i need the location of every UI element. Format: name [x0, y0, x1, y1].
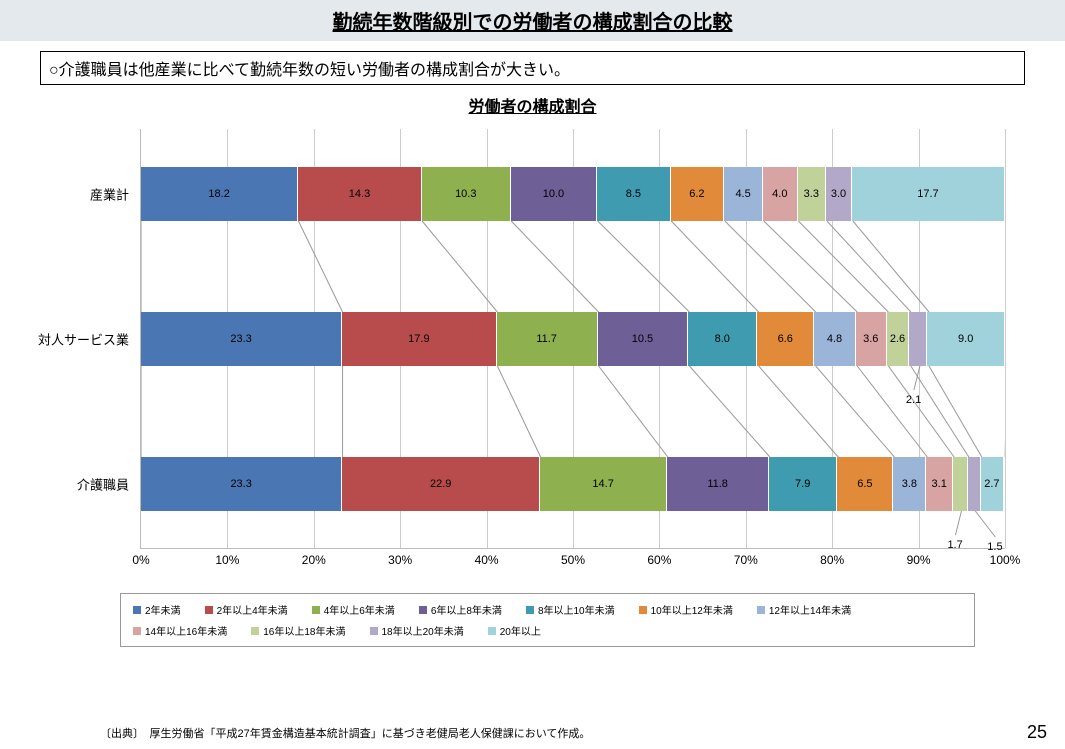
legend-swatch	[526, 606, 534, 614]
legend-label: 6年以上8年未満	[431, 602, 502, 617]
legend-label: 20年以上	[500, 623, 541, 638]
legend-label: 2年未満	[145, 602, 181, 617]
bar-segment: 2.7	[981, 457, 1004, 511]
bar-segment: 23.3	[141, 312, 342, 366]
x-tick-label: 60%	[647, 553, 671, 567]
bar-segment: 14.3	[298, 167, 422, 221]
bar-row: 23.322.914.711.87.96.53.83.1 2.7	[141, 457, 1005, 511]
bar-segment: 6.5	[837, 457, 893, 511]
bar-segment: 10.5	[598, 312, 689, 366]
legend-item: 14年以上16年未満	[133, 623, 227, 638]
bar-segment: 7.9	[769, 457, 837, 511]
category-label: 対人サービス業	[38, 330, 141, 349]
legend-swatch	[370, 627, 378, 635]
bar-segment: 8.0	[688, 312, 757, 366]
bar-segment: 22.9	[342, 457, 540, 511]
bar-segment	[909, 312, 927, 366]
bar-segment: 6.6	[757, 312, 814, 366]
legend-swatch	[133, 627, 141, 635]
x-tick-label: 40%	[475, 553, 499, 567]
bar-segment: 17.9	[342, 312, 497, 366]
legend-item: 2年以上4年未満	[205, 602, 288, 617]
category-label: 産業計	[90, 185, 141, 204]
bar-segment: 10.0	[511, 167, 597, 221]
bar-segment: 18.2	[141, 167, 298, 221]
legend-label: 14年以上16年未満	[145, 623, 227, 638]
callout-label: 2.1	[906, 394, 921, 406]
bar-segment: 4.5	[724, 167, 763, 221]
legend-label: 16年以上18年未満	[263, 623, 345, 638]
callout-label: 1.5	[987, 541, 1002, 553]
bar-segment: 3.0	[826, 167, 852, 221]
category-label: 介護職員	[77, 475, 141, 494]
bar-segment: 3.6	[856, 312, 887, 366]
legend-item: 2年未満	[133, 602, 181, 617]
legend-item: 12年以上14年未満	[757, 602, 851, 617]
bar-segment	[968, 457, 981, 511]
legend-swatch	[639, 606, 647, 614]
legend-label: 8年以上10年未満	[538, 602, 615, 617]
bar-row: 18.214.310.310.08.56.24.54.03.33.017.7	[141, 167, 1005, 221]
chart-title: 労働者の構成割合	[0, 93, 1065, 117]
bar-segment: 8.5	[597, 167, 670, 221]
x-tick-label: 70%	[734, 553, 758, 567]
page-number: 25	[1027, 722, 1047, 743]
legend-swatch	[488, 627, 496, 635]
bar-segment: 10.3	[422, 167, 511, 221]
bar-segment: 17.7	[852, 167, 1005, 221]
x-tick-label: 10%	[215, 553, 239, 567]
legend: 2年未満 2年以上4年未満 4年以上6年未満 6年以上8年未満 8年以上10年未満 10年…	[120, 593, 975, 647]
subtitle: ○介護職員は他産業に比べて勤続年数の短い労働者の構成割合が大きい。	[40, 51, 1025, 85]
x-tick-label: 50%	[561, 553, 585, 567]
bar-segment: 3.8	[893, 457, 926, 511]
bar-segment: 4.0	[763, 167, 798, 221]
bar-segment: 3.3	[798, 167, 827, 221]
x-tick-label: 20%	[302, 553, 326, 567]
legend-item: 18年以上20年未満	[370, 623, 464, 638]
x-tick-label: 80%	[820, 553, 844, 567]
legend-swatch	[133, 606, 141, 614]
bar-segment: 2.6	[887, 312, 909, 366]
legend-item: 8年以上10年未満	[526, 602, 615, 617]
legend-item: 4年以上6年未満	[312, 602, 395, 617]
legend-item: 16年以上18年未満	[251, 623, 345, 638]
bar-segment: 4.8	[814, 312, 855, 366]
bar-segment: 6.2	[671, 167, 725, 221]
bar-segment: 9.0	[927, 312, 1005, 366]
chart: 0%10%20%30%40%50%60%70%80%90%100%産業計18.2…	[140, 129, 1005, 589]
legend-item: 20年以上	[488, 623, 541, 638]
legend-label: 10年以上12年未満	[651, 602, 733, 617]
x-tick-label: 100%	[990, 553, 1021, 567]
grid-line	[1005, 129, 1006, 548]
source-note: 〔出典〕 厚生労働省「平成27年賃金構造基本統計調査」に基づき老健局老人保健課に…	[100, 725, 590, 741]
legend-item: 10年以上12年未満	[639, 602, 733, 617]
legend-item: 6年以上8年未満	[419, 602, 502, 617]
legend-swatch	[419, 606, 427, 614]
legend-swatch	[312, 606, 320, 614]
x-tick-label: 30%	[388, 553, 412, 567]
x-tick-label: 90%	[907, 553, 931, 567]
legend-label: 12年以上14年未満	[769, 602, 851, 617]
bar-segment: 14.7	[540, 457, 667, 511]
legend-swatch	[251, 627, 259, 635]
bar-segment: 11.8	[667, 457, 769, 511]
page-title: 勤続年数階級別での労働者の構成割合の比較	[0, 0, 1065, 41]
bar-segment: 23.3	[141, 457, 342, 511]
legend-swatch	[205, 606, 213, 614]
legend-label: 4年以上6年未満	[324, 602, 395, 617]
bar-row: 23.317.911.710.58.06.64.83.62.6 9.0	[141, 312, 1005, 366]
bar-segment	[953, 457, 968, 511]
bar-segment: 3.1	[926, 457, 953, 511]
legend-label: 18年以上20年未満	[382, 623, 464, 638]
legend-label: 2年以上4年未満	[217, 602, 288, 617]
bar-segment: 11.7	[497, 312, 598, 366]
x-tick-label: 0%	[132, 553, 149, 567]
callout-label: 1.7	[947, 539, 962, 551]
legend-swatch	[757, 606, 765, 614]
